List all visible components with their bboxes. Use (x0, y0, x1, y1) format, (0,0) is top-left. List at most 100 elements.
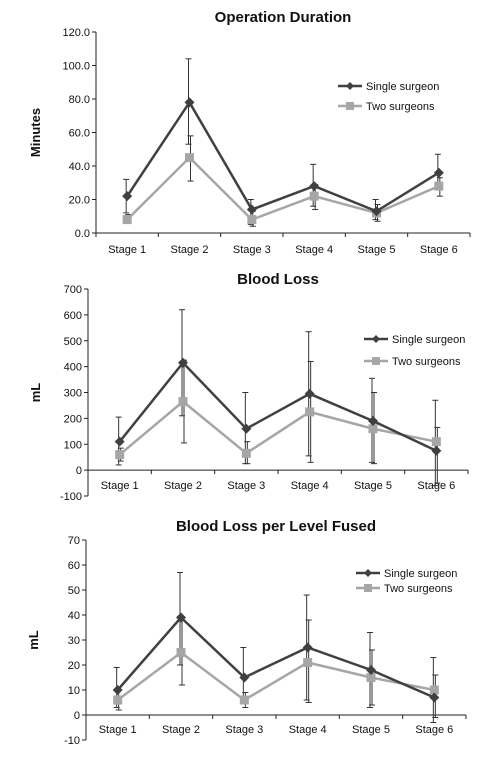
x-tick-label: Stage 2 (162, 724, 200, 736)
y-axis-label: Minutes (28, 108, 43, 157)
x-tick-label: Stage 2 (171, 244, 209, 256)
data-point-two-surgeons (429, 685, 439, 695)
data-point-two-surgeons (368, 424, 378, 434)
chart-title: Blood Loss per Level Fused (176, 518, 376, 535)
data-point-single-surgeon (302, 642, 313, 653)
y-tick-label: 120.0 (62, 27, 90, 39)
y-tick-label: 30 (68, 635, 80, 647)
x-tick-label: Stage 5 (352, 724, 390, 736)
x-tick-label: Stage 1 (108, 244, 146, 256)
data-point-single-surgeon (429, 692, 440, 703)
legend-marker (364, 569, 372, 577)
data-point-single-surgeon (368, 415, 378, 426)
y-tick-label: 600 (64, 310, 82, 322)
data-point-two-surgeons (122, 215, 132, 225)
series-line-single-surgeon (116, 615, 435, 699)
data-point-two-surgeons (178, 397, 188, 407)
data-point-single-surgeon (112, 685, 123, 695)
x-tick-label: Stage 2 (164, 480, 202, 492)
data-point-single-surgeon (239, 672, 250, 683)
y-axis-label: mL (28, 383, 43, 403)
y-tick-label: 100 (64, 439, 82, 451)
series-line-two-surgeons (126, 155, 440, 222)
data-point-single-surgeon (246, 204, 257, 215)
legend-label: Two surgeons (366, 101, 435, 113)
y-tick-label: 20.0 (69, 195, 90, 207)
data-point-two-surgeons (431, 437, 441, 447)
y-tick-label: -10 (64, 735, 80, 747)
y-tick-label: 40 (68, 610, 80, 622)
data-point-two-surgeons (309, 191, 319, 201)
data-point-two-surgeons (303, 658, 313, 667)
x-tick-label: Stage 1 (101, 480, 139, 492)
legend-label: Single surgeon (392, 334, 465, 346)
data-point-single-surgeon (431, 445, 442, 456)
legend-label: Single surgeon (384, 568, 457, 580)
legend-marker (372, 357, 380, 365)
data-point-single-surgeon (433, 167, 444, 178)
data-point-two-surgeons (366, 673, 376, 682)
y-tick-label: 400 (64, 362, 82, 374)
series-line-two-surgeons (118, 399, 437, 456)
legend: Single surgeon Two surgeons (364, 334, 465, 368)
data-point-two-surgeons (434, 181, 444, 191)
x-tick-label: Stage 6 (415, 724, 453, 736)
legend-label: Two surgeons (392, 356, 461, 368)
x-tick-label: Stage 4 (295, 244, 333, 256)
data-point-two-surgeons (239, 695, 249, 705)
x-tick-label: Stage 3 (233, 244, 271, 256)
x-tick-label: Stage 3 (227, 480, 265, 492)
data-point-two-surgeons (113, 695, 123, 705)
data-point-two-surgeons (115, 450, 125, 460)
data-point-single-surgeon (371, 206, 382, 217)
y-tick-label: 0.0 (75, 228, 90, 240)
data-point-two-surgeons (241, 448, 251, 458)
y-tick-label: 80.0 (69, 94, 90, 106)
chart-blood-loss: Blood Loss mL -100 0 100 200 300 400 500 600 700… (28, 271, 469, 503)
legend-marker (346, 102, 354, 110)
chart-blood-loss-per-level-fused: Blood Loss per Level Fused mL -10 0 10 20 30… (26, 518, 467, 747)
y-tick-label: 700 (64, 284, 82, 296)
data-point-two-surgeons (247, 215, 257, 225)
x-tick-label: Stage 4 (291, 480, 329, 492)
x-tick-label: Stage 3 (225, 724, 263, 736)
y-tick-label: 70 (68, 535, 80, 547)
chart-operation-duration: Operation Duration Minutes 0.0 20.0 40.0 60… (28, 9, 471, 256)
x-tick-label: Stage 5 (358, 244, 396, 256)
series-line-single-surgeon (118, 360, 437, 452)
y-tick-label: 10 (68, 685, 80, 697)
y-tick-label: 300 (64, 388, 82, 400)
y-tick-label: 0 (76, 465, 82, 477)
legend-label: Two surgeons (384, 583, 453, 595)
data-point-two-surgeons (176, 648, 186, 657)
data-point-single-surgeon (122, 191, 133, 202)
y-tick-label: 20 (68, 660, 80, 672)
series-line-single-surgeon (126, 99, 440, 213)
legend: Single surgeon Two surgeons (356, 568, 457, 595)
y-tick-label: 60 (68, 560, 80, 572)
legend-marker (364, 584, 372, 592)
data-point-single-surgeon (309, 181, 320, 192)
y-tick-label: 200 (64, 413, 82, 425)
y-tick-label: -100 (60, 491, 82, 503)
series-line-two-surgeons (116, 650, 435, 702)
y-tick-label: 100.0 (62, 61, 90, 73)
data-point-single-surgeon (184, 97, 195, 108)
x-tick-label: Stage 6 (420, 244, 458, 256)
data-point-two-surgeons (185, 153, 194, 163)
y-tick-label: 60.0 (69, 128, 90, 140)
data-point-single-surgeon (366, 665, 376, 675)
chart-title: Operation Duration (215, 9, 352, 26)
y-axis-label: mL (26, 630, 41, 650)
x-tick-label: Stage 1 (99, 724, 137, 736)
legend-marker (346, 82, 354, 90)
data-point-two-surgeons (305, 407, 315, 417)
y-tick-label: 40.0 (69, 161, 90, 173)
x-tick-label: Stage 4 (289, 724, 327, 736)
legend: Single surgeon Two surgeons (338, 81, 439, 113)
legend-label: Single surgeon (366, 81, 439, 93)
data-point-single-surgeon (114, 436, 125, 447)
data-point-single-surgeon (176, 612, 186, 623)
x-tick-label: Stage 5 (354, 480, 392, 492)
